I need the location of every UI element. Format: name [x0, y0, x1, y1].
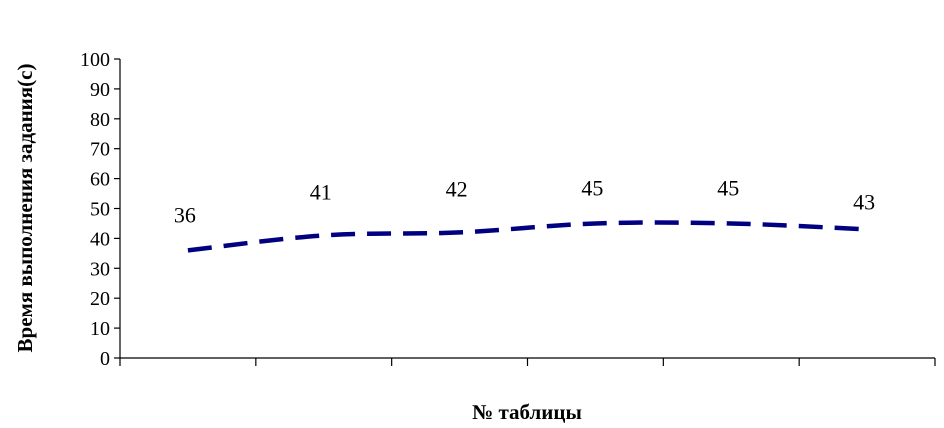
- y-tick-label: 20: [90, 288, 110, 310]
- y-tick-label: 100: [80, 49, 110, 71]
- y-tick-label: 80: [90, 109, 110, 131]
- data-label: 42: [446, 176, 468, 201]
- y-tick-label: 40: [90, 228, 110, 250]
- data-label: 36: [174, 202, 196, 227]
- x-axis: [119, 357, 936, 366]
- data-label: 45: [717, 175, 739, 200]
- series-line: [187, 220, 868, 253]
- x-axis-title: № таблицы: [472, 400, 582, 424]
- y-tick-label: 0: [100, 348, 110, 370]
- y-tick-label: 70: [90, 139, 110, 161]
- data-label: 45: [581, 175, 603, 200]
- y-tick-label: 30: [90, 258, 110, 280]
- y-tick-label: 10: [90, 318, 110, 340]
- data-label: 43: [853, 189, 875, 214]
- y-axis: 0 10 20 30 40 50 60 70 80 90 100: [80, 49, 121, 370]
- y-tick-label: 60: [90, 169, 110, 191]
- y-tick-label: 50: [90, 199, 110, 221]
- data-labels: 36 41 42 45 45 43: [174, 175, 875, 227]
- y-tick-label: 90: [90, 79, 110, 101]
- series-line-path: [187, 220, 868, 253]
- y-axis-title: Время выполнения задания(с): [13, 64, 37, 353]
- data-label: 41: [310, 179, 332, 204]
